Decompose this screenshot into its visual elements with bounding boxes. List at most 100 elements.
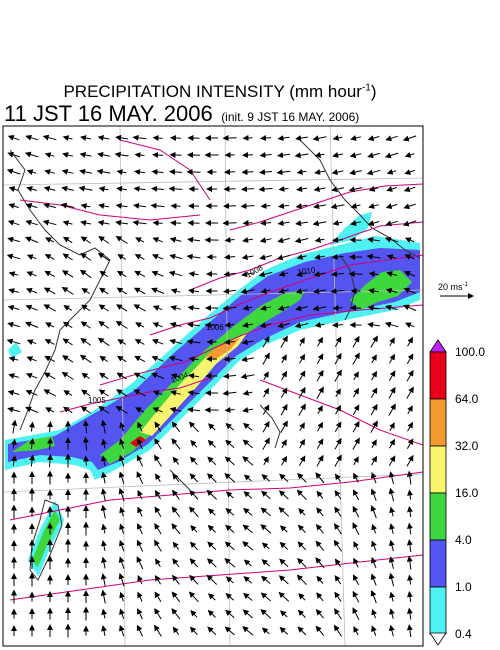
wind-vector [7, 151, 20, 158]
wind-vector [7, 220, 20, 226]
wind-vector [225, 524, 235, 533]
wind-vector [25, 202, 38, 209]
wind-vector [154, 489, 162, 500]
wind-vector [189, 456, 198, 466]
wind-vector [154, 506, 162, 517]
wind-vector [169, 321, 182, 328]
wind-vector [8, 356, 19, 363]
wind-vector [332, 237, 344, 243]
wind-vector [154, 574, 162, 585]
wind-vector [352, 574, 360, 586]
wind-vector [171, 421, 181, 433]
wind-vector [314, 151, 325, 158]
wind-vector [314, 321, 325, 328]
wind-vector [119, 454, 125, 467]
wind-vector [7, 406, 20, 413]
wind-vector [78, 185, 93, 192]
wind-vector [189, 473, 199, 483]
wind-vector [170, 373, 181, 380]
wind-vector [135, 237, 145, 243]
wind-vector [168, 355, 183, 362]
wind-vector [80, 135, 91, 141]
legend-label: 0.4 [455, 627, 472, 641]
wind-vector [367, 304, 380, 311]
wind-vector [296, 271, 308, 277]
wind-vector [151, 372, 165, 379]
legend-box [429, 398, 447, 447]
wind-vector [6, 338, 21, 345]
precip-taiwan [27, 500, 65, 577]
wind-vector [352, 404, 360, 416]
wind-vector [389, 337, 395, 347]
wind-vector [115, 219, 128, 226]
wind-vector [224, 558, 236, 568]
wind-vector [136, 556, 144, 570]
wind-vector [187, 389, 200, 396]
wind-vector [188, 288, 200, 294]
wind-vector [353, 456, 359, 466]
wind-vector [101, 523, 108, 534]
wind-vector [170, 220, 182, 226]
wind-vector [370, 403, 378, 416]
wind-vector [404, 151, 415, 158]
isobar-label: 1006 [206, 323, 224, 332]
wind-vector [116, 287, 127, 295]
wind-vector [366, 169, 381, 176]
wind-vector [299, 353, 306, 364]
wind-vector [134, 152, 145, 159]
wind-vector [154, 591, 162, 602]
wind-vector [388, 403, 396, 416]
wind-vector [137, 421, 143, 432]
wind-vector [62, 355, 74, 363]
wind-vector [386, 186, 397, 192]
wind-vector [331, 271, 345, 278]
wind-vector [101, 455, 107, 466]
wind-vector [62, 152, 74, 158]
wind-vector [8, 186, 19, 193]
wind-vector [384, 321, 399, 328]
wind-vector [366, 253, 381, 260]
wind-vector [115, 235, 128, 244]
wind-vector [370, 589, 377, 604]
wind-vector [224, 406, 235, 413]
wind-vector [169, 151, 182, 158]
wind-vector [98, 186, 109, 193]
wind-vector [43, 304, 56, 312]
wind-vector [277, 135, 290, 142]
wind-vector [262, 404, 270, 416]
wind-vector [82, 436, 89, 451]
wind-vector [25, 288, 38, 294]
wind-vector [29, 454, 36, 467]
wind-vector [334, 558, 341, 567]
wind-vector [25, 236, 39, 243]
wind-vector [298, 508, 306, 516]
wind-vector [316, 507, 324, 517]
wind-vector [101, 540, 107, 552]
wind-vector [407, 574, 414, 585]
wind-vector [135, 322, 145, 328]
wind-vector [331, 169, 344, 176]
wind-vector [206, 558, 217, 568]
wind-vector [368, 271, 379, 278]
wind-vector [260, 220, 272, 226]
wind-vector [367, 152, 380, 159]
wind-vector [315, 557, 325, 569]
wind-vector [133, 287, 146, 295]
wind-vector [101, 608, 108, 619]
wind-vector [371, 455, 378, 466]
wind-vector [367, 135, 380, 142]
wind-vector [137, 438, 143, 450]
wind-vector [334, 352, 342, 365]
wind-vector [186, 338, 201, 345]
wind-vector [172, 626, 180, 635]
wind-vector [99, 270, 108, 278]
wind-vector [370, 335, 378, 348]
wind-vector [62, 220, 73, 227]
wind-vector [222, 390, 237, 397]
wind-vector [350, 202, 361, 209]
color-legend [429, 339, 447, 646]
wind-vector [406, 624, 413, 637]
wind-vector [279, 610, 288, 618]
wind-vector [224, 236, 235, 243]
wind-vector [334, 437, 342, 450]
